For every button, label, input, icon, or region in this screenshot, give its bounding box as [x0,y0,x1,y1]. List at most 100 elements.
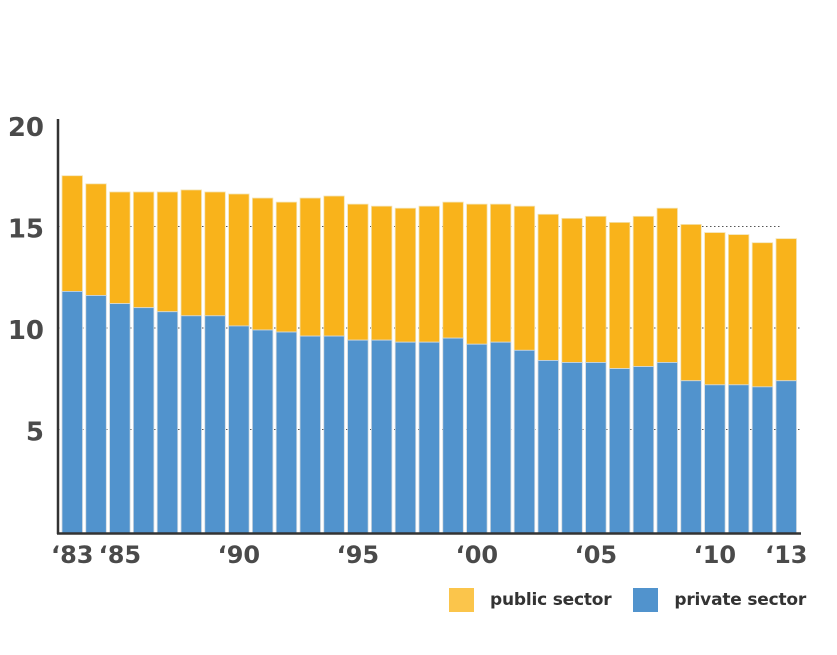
y-axis-ticks: 5 10 15 20 [8,113,44,448]
bar-public-sector-2013 [775,238,797,382]
bar-public-sector-1999 [442,201,464,339]
bar-public-sector-2004 [561,217,583,363]
bar-public-sector-1986 [132,191,155,309]
bar-public-sector-1997 [394,207,417,343]
bar-private-sector-1990 [228,325,250,534]
bar-group-1989 [204,191,226,534]
bar-public-sector-1995 [347,203,369,341]
bar-group-2000 [466,203,488,534]
bar-group-2009 [680,224,702,534]
bar-public-sector-1983 [61,175,83,292]
bar-public-sector-2007 [632,215,655,367]
bar-group-1990 [228,193,250,534]
bar-public-sector-1998 [418,205,440,343]
bar-private-sector-1993 [299,335,321,534]
bar-public-sector-2012 [751,242,774,388]
legend-item-public-sector: public sector [449,588,612,612]
bar-group-1991 [251,197,274,534]
bar-private-sector-1998 [418,341,440,534]
y-tick-label-20: 20 [8,113,44,143]
bar-public-sector-1990 [228,193,250,327]
bar-private-sector-2006 [609,368,631,534]
x-tick-label-1985: ‘85 [99,541,142,569]
bar-group-2012 [751,242,774,534]
bar-group-2002 [513,205,536,534]
bar-private-sector-1984 [85,295,107,534]
bar-group-2005 [585,215,607,534]
bar-private-sector-2002 [513,349,536,534]
bar-public-sector-2003 [537,213,559,361]
bar-private-sector-2001 [489,341,512,534]
bar-group-1997 [394,207,417,534]
bar-private-sector-2012 [751,386,774,534]
bar-public-sector-2010 [704,232,726,386]
bar-public-sector-1992 [275,201,298,333]
bar-private-sector-2007 [632,366,655,534]
bar-group-2008 [656,207,678,534]
x-tick-label-2010: ‘10 [694,541,737,569]
bar-public-sector-1989 [204,191,226,317]
bar-group-1992 [275,201,298,534]
x-tick-label-2005: ‘05 [575,541,618,569]
bars [61,175,797,534]
bar-private-sector-2005 [585,362,607,534]
legend-label-public-sector: public sector [490,590,612,610]
bar-group-1987 [156,191,179,534]
bar-private-sector-2010 [704,384,726,534]
bar-group-1994 [323,195,345,534]
bar-private-sector-1992 [275,331,298,534]
bar-group-2004 [561,217,583,534]
bar-public-sector-1985 [109,191,131,305]
bar-group-1995 [347,203,369,534]
bar-public-sector-1996 [370,205,393,341]
bar-private-sector-1987 [156,311,179,534]
bar-public-sector-1994 [323,195,345,337]
bar-public-sector-1988 [180,189,202,317]
bar-public-sector-1993 [299,197,321,337]
bar-private-sector-1999 [442,337,464,534]
bar-private-sector-2009 [680,380,702,534]
bar-public-sector-2000 [466,203,488,345]
legend-swatch-public-sector [449,588,474,612]
bar-group-1988 [180,189,202,534]
bar-group-2006 [609,222,631,534]
bar-private-sector-1996 [370,339,393,534]
bar-private-sector-1991 [251,329,274,534]
bar-group-2003 [537,213,559,534]
bar-group-2013 [775,238,797,534]
bar-private-sector-1985 [109,303,131,534]
bar-group-2010 [704,232,726,534]
bar-private-sector-1997 [394,341,417,534]
bar-public-sector-2006 [609,222,631,369]
bar-private-sector-2000 [466,343,488,534]
bar-group-1993 [299,197,321,534]
legend-item-private-sector: private sector [633,588,806,612]
bar-public-sector-1984 [85,183,107,296]
gridlines [58,226,800,430]
stacked-bar-chart: 5 10 15 20 ‘83 ‘85 ‘90 ‘95 ‘00 ‘05 ‘10 ‘13 [8,113,808,569]
bar-group-1983 [61,175,83,534]
x-tick-label-1990: ‘90 [218,541,261,569]
bar-public-sector-1991 [251,197,274,331]
bar-private-sector-2004 [561,362,583,534]
bar-private-sector-1994 [323,335,345,534]
x-tick-label-1983: ‘83 [51,541,94,569]
x-tick-label-2000: ‘00 [456,541,499,569]
bar-public-sector-1987 [156,191,179,313]
bar-group-2007 [632,215,655,534]
legend-swatch-private-sector [633,588,659,612]
bar-group-2001 [489,203,512,534]
bar-private-sector-2013 [775,380,797,534]
y-tick-label-10: 10 [8,316,44,346]
bar-public-sector-2008 [656,207,678,363]
bar-group-1984 [85,183,107,534]
bar-group-1985 [109,191,131,534]
legend-label-private-sector: private sector [674,590,807,610]
bar-private-sector-2003 [537,360,559,534]
bar-public-sector-2005 [585,215,607,363]
bar-private-sector-2008 [656,362,678,534]
bar-group-2011 [728,234,750,534]
bar-public-sector-2011 [728,234,750,386]
bar-private-sector-1995 [347,339,369,534]
bar-private-sector-1983 [61,291,83,534]
